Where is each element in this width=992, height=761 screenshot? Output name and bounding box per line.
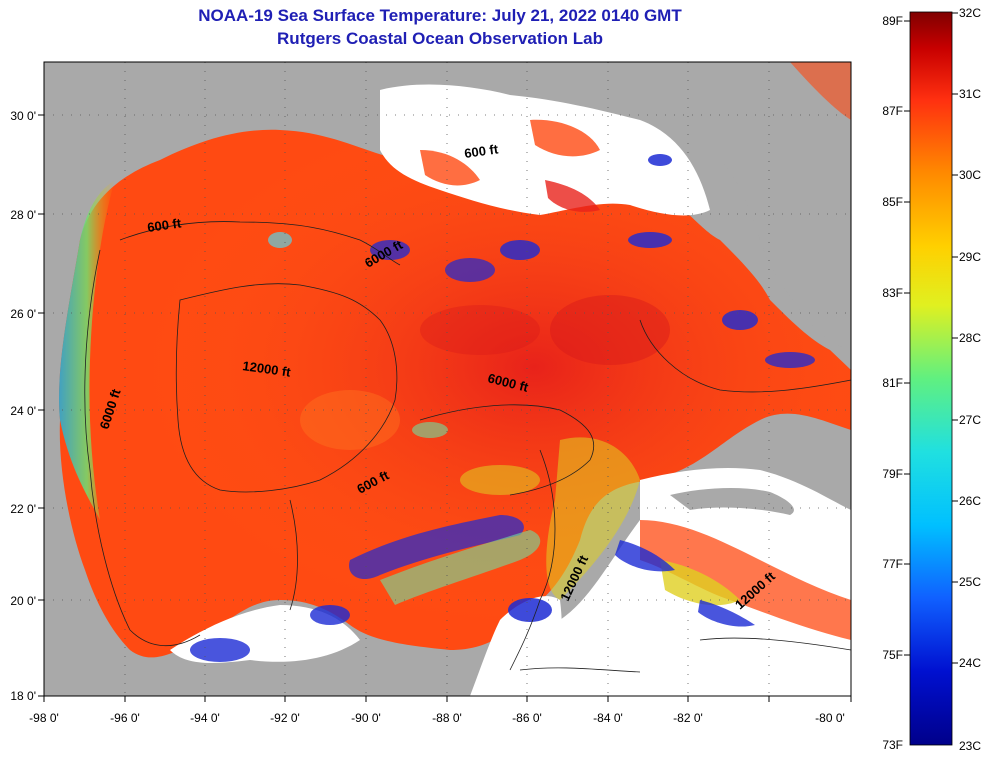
celsius-label: 27C xyxy=(959,413,981,427)
fahrenheit-label: 79F xyxy=(882,467,903,481)
map-subtitle: Rutgers Coastal Ocean Observation Lab xyxy=(277,29,603,48)
lon-axis: -98 0' -96 0' -94 0' -92 0' -90 0' -88 0… xyxy=(29,711,845,725)
fahrenheit-label: 75F xyxy=(882,648,903,662)
celsius-label: 28C xyxy=(959,331,981,345)
lon-tick-label: -94 0' xyxy=(190,711,220,725)
map-panel: 600 ft 600 ft 6000 ft 12000 ft 6000 ft 6… xyxy=(38,61,852,702)
lat-tick-label: 24 0' xyxy=(10,404,36,418)
celsius-label: 30C xyxy=(959,168,981,182)
lat-tick-label: 20 0' xyxy=(10,594,36,608)
western-coastal-band xyxy=(59,180,115,520)
lon-tick-label: -86 0' xyxy=(512,711,542,725)
lat-tick-label: 22 0' xyxy=(10,502,36,516)
lat-axis: 18 0' 20 0' 22 0' 24 0' 26 0' 28 0' 30 0… xyxy=(10,109,36,703)
fahrenheit-label: 89F xyxy=(882,14,903,28)
fahrenheit-label: 87F xyxy=(882,104,903,118)
temperature-colorbar: 89F 87F 85F 83F 81F 79F 77F 75F 73F 32C … xyxy=(882,6,981,753)
contour-label: 600 ft xyxy=(146,215,182,235)
celsius-label: 24C xyxy=(959,656,981,670)
lat-tick-label: 18 0' xyxy=(10,689,36,703)
lon-tick-label: -80 0' xyxy=(815,711,845,725)
lon-tick-label: -84 0' xyxy=(593,711,623,725)
celsius-label: 31C xyxy=(959,87,981,101)
fahrenheit-label: 83F xyxy=(882,286,903,300)
lon-tick-label: -82 0' xyxy=(673,711,703,725)
lon-tick-label: -88 0' xyxy=(432,711,462,725)
celsius-label: 26C xyxy=(959,494,981,508)
fahrenheit-label: 73F xyxy=(882,738,903,752)
lat-tick-label: 26 0' xyxy=(10,307,36,321)
celsius-label: 29C xyxy=(959,250,981,264)
celsius-label: 23C xyxy=(959,739,981,753)
fahrenheit-label: 81F xyxy=(882,376,903,390)
lon-tick-label: -92 0' xyxy=(270,711,300,725)
frame-ticks xyxy=(38,114,852,702)
lon-tick-label: -98 0' xyxy=(29,711,59,725)
celsius-label: 32C xyxy=(959,6,981,20)
lon-tick-label: -90 0' xyxy=(351,711,381,725)
lat-tick-label: 28 0' xyxy=(10,208,36,222)
fahrenheit-label: 77F xyxy=(882,557,903,571)
contour-label: 12000 ft xyxy=(242,358,293,380)
bathymetry-contours xyxy=(84,221,852,673)
yucatan-shelf xyxy=(546,437,640,600)
celsius-label: 25C xyxy=(959,575,981,589)
fahrenheit-label: 85F xyxy=(882,195,903,209)
contour-label: 600 ft xyxy=(463,141,499,161)
campeche-cool-band xyxy=(349,515,524,580)
florida-land xyxy=(720,62,851,350)
colorbar-gradient xyxy=(909,11,953,746)
lat-tick-label: 30 0' xyxy=(10,109,36,123)
map-title: NOAA-19 Sea Surface Temperature: July 21… xyxy=(198,6,682,25)
lon-tick-label: -96 0' xyxy=(110,711,140,725)
